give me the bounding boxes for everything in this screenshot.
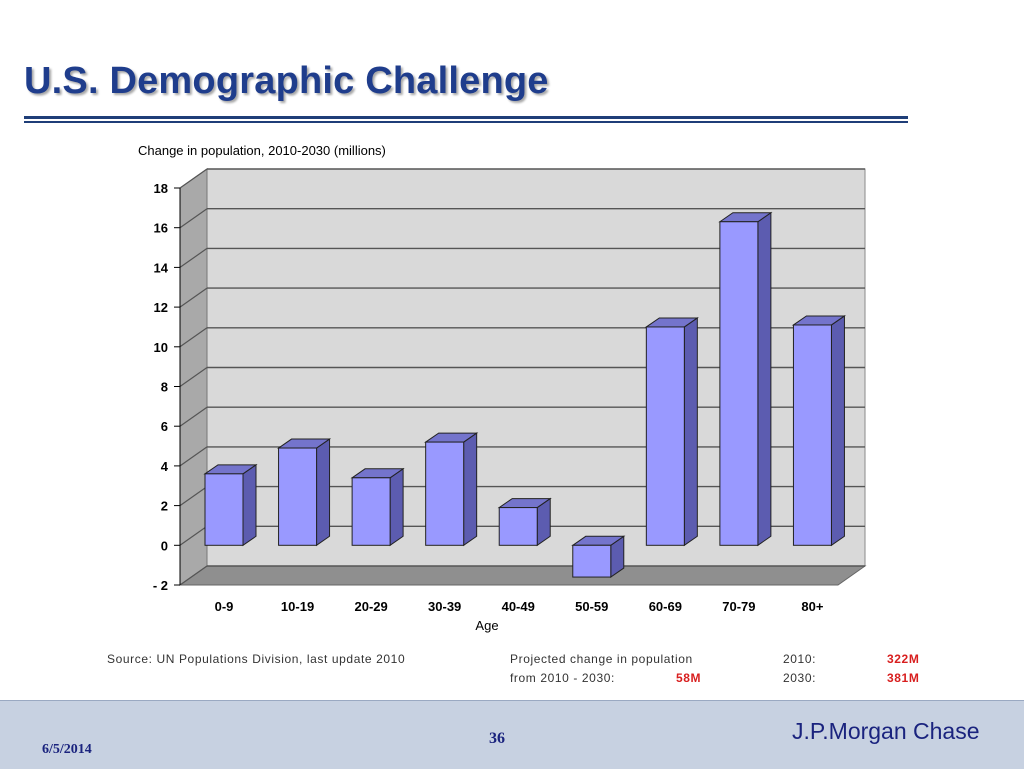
x-axis-label: Age bbox=[475, 618, 498, 633]
y-tick-label: 6 bbox=[161, 419, 168, 434]
x-tick-label: 70-79 bbox=[722, 599, 755, 614]
source-note: Source: UN Populations Division, last up… bbox=[107, 652, 406, 666]
x-tick-label: 50-59 bbox=[575, 599, 608, 614]
bar bbox=[278, 447, 318, 546]
x-tick-label: 0-9 bbox=[215, 599, 234, 614]
gridline-diagonal bbox=[179, 486, 208, 507]
x-tick-label: 20-29 bbox=[354, 599, 387, 614]
bar-side bbox=[683, 316, 698, 547]
gridline-diagonal bbox=[179, 565, 208, 586]
slide-title: U.S. Demographic Challenge bbox=[24, 60, 549, 102]
x-tick-label: 60-69 bbox=[649, 599, 682, 614]
bar bbox=[351, 477, 391, 546]
y-tick-label: 4 bbox=[161, 459, 169, 474]
bar-side bbox=[830, 315, 845, 547]
x-tick-label: 80+ bbox=[801, 599, 823, 614]
gridline-diagonal bbox=[179, 525, 208, 546]
y-tick-label: 14 bbox=[154, 260, 169, 275]
plot-floor bbox=[178, 565, 867, 586]
bar-side bbox=[316, 438, 331, 547]
gridline-diagonal bbox=[179, 208, 208, 229]
gridline-diagonal bbox=[179, 406, 208, 427]
gridline-diagonal bbox=[179, 327, 208, 348]
projected-change-value: 58M bbox=[676, 671, 702, 685]
year-2010-value: 322M bbox=[887, 652, 920, 666]
slide-date: 6/5/2014 bbox=[42, 742, 92, 757]
gridline-diagonal bbox=[179, 367, 208, 387]
gridline-diagonal bbox=[179, 168, 208, 189]
bar bbox=[425, 441, 465, 546]
footer-bar bbox=[0, 700, 1024, 769]
y-tick-label: 12 bbox=[154, 300, 168, 315]
bar-side bbox=[757, 211, 772, 547]
page-number: 36 bbox=[489, 730, 505, 747]
year-2030-value: 381M bbox=[887, 671, 920, 685]
bar bbox=[572, 544, 612, 578]
projected-change-label: Projected change in population bbox=[510, 652, 693, 666]
y-tick-label: 0 bbox=[161, 538, 168, 553]
y-tick-label: - 2 bbox=[153, 578, 168, 593]
bar-side bbox=[389, 467, 404, 547]
x-tick-label: 40-49 bbox=[502, 599, 535, 614]
bar-side bbox=[242, 463, 257, 547]
bar-side bbox=[463, 432, 478, 547]
y-tick-label: 18 bbox=[154, 181, 168, 196]
title-rule-bottom bbox=[24, 121, 908, 123]
y-tick-label: 10 bbox=[154, 340, 168, 355]
bar bbox=[719, 221, 759, 546]
gridline-diagonal bbox=[179, 287, 208, 308]
bar bbox=[645, 326, 685, 546]
brand-name: J.P.Morgan Chase bbox=[792, 718, 980, 744]
projected-change-period: from 2010 - 2030: bbox=[510, 671, 615, 685]
x-tick-label: 30-39 bbox=[428, 599, 461, 614]
year-2030-label: 2030: bbox=[783, 671, 817, 685]
chart-title: Change in population, 2010-2030 (million… bbox=[138, 143, 386, 158]
gridline-diagonal bbox=[179, 247, 208, 268]
title-rule-top bbox=[24, 116, 908, 119]
gridline-diagonal bbox=[179, 446, 208, 467]
bar bbox=[204, 473, 244, 546]
x-tick-label: 10-19 bbox=[281, 599, 314, 614]
bar bbox=[792, 324, 832, 546]
year-2010-label: 2010: bbox=[783, 652, 817, 666]
y-tick-label: 8 bbox=[161, 380, 168, 395]
bar bbox=[498, 507, 538, 546]
bar-chart: - 2 0 2 4 6 8 10 12 14 16 18 0-9 10-19 20-29 30-39 40-4… bbox=[153, 168, 867, 633]
y-tick-label: 16 bbox=[154, 221, 168, 236]
y-tick-label: 2 bbox=[161, 499, 168, 514]
